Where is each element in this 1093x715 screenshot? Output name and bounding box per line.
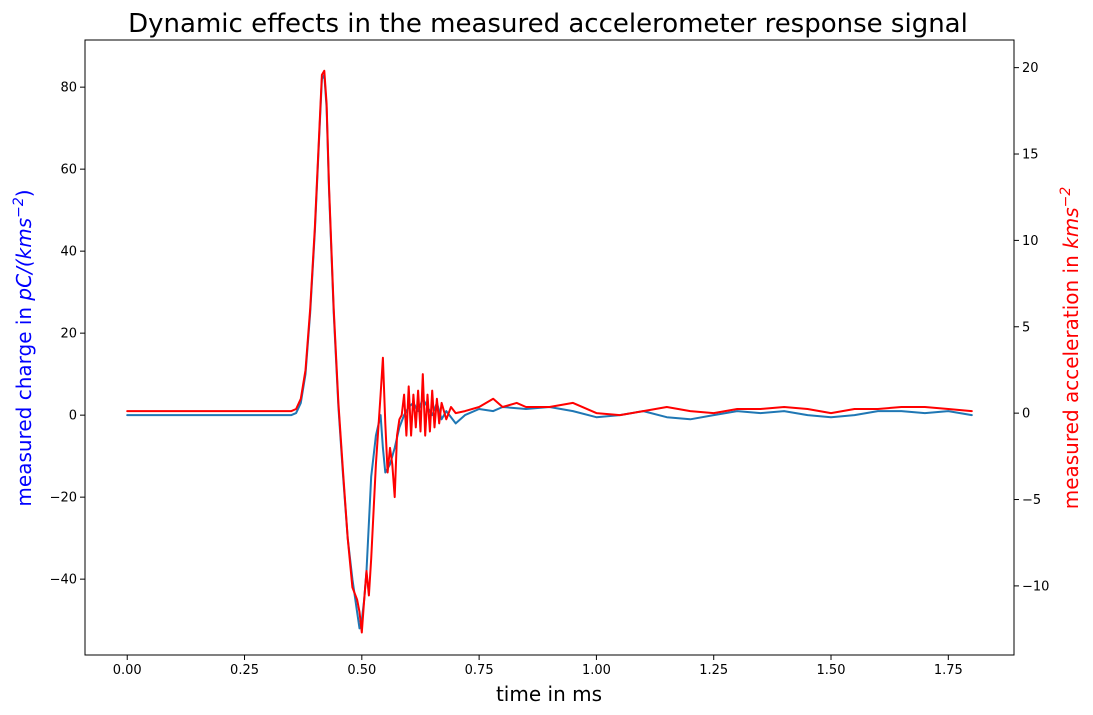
y-axis-left-label: measured charge in pC/(kms−2) [11, 189, 36, 506]
y-right-tick-label: 0 [1022, 407, 1030, 422]
y-left-tick-label: 40 [60, 245, 77, 260]
y-left-tick-label: −20 [50, 491, 77, 506]
y-left-tick-label: 60 [60, 163, 77, 178]
plot-area [84, 39, 1015, 656]
y-right-tick-label: −10 [1022, 579, 1049, 594]
series-line-2 [126, 69, 973, 634]
y-axis-left-label-unit: pC/(kms [12, 218, 36, 302]
y-right-tick-label: 10 [1022, 234, 1039, 249]
y-left-tick-label: 20 [60, 327, 77, 342]
y-left-tick-label: 0 [69, 409, 77, 424]
x-tick-label: 0.50 [347, 663, 376, 678]
y-right-tick-label: 20 [1022, 61, 1039, 76]
x-axis-label: time in ms [496, 682, 602, 706]
y-right-tick-label: −5 [1022, 493, 1041, 508]
series-line-1 [126, 73, 973, 630]
y-axis-right-label-unit: kms [1059, 207, 1083, 248]
y-axis-left: −40 −20 0 20 40 60 80 [50, 81, 85, 588]
x-tick-label: 1.50 [817, 663, 846, 678]
x-tick-label: 0.00 [113, 663, 142, 678]
y-axis-left-label-close: ) [12, 189, 36, 197]
x-axis: 0.00 0.25 0.50 0.75 1.00 1.25 1.50 1.75 [113, 655, 963, 678]
series-layer [126, 69, 973, 634]
x-tick-label: 1.75 [934, 663, 963, 678]
x-tick-label: 0.25 [230, 663, 259, 678]
y-axis-left-label-exp: −2 [11, 197, 27, 218]
x-tick-label: 1.00 [582, 663, 611, 678]
y-right-tick-label: 5 [1022, 320, 1030, 335]
plot-frame [84, 39, 1015, 656]
y-axis-right: −10 −5 0 5 10 15 20 [1014, 61, 1049, 594]
y-left-tick-label: 80 [60, 81, 77, 96]
y-axis-right-label-exp: −2 [1058, 187, 1074, 208]
x-tick-label: 0.75 [465, 663, 494, 678]
y-axis-left-label-text: measured charge in [12, 301, 36, 507]
y-left-tick-label: −40 [50, 573, 77, 588]
y-right-tick-label: 15 [1022, 148, 1039, 163]
y-axis-right-label-text: measured acceleration in [1059, 249, 1083, 509]
x-tick-label: 1.25 [699, 663, 728, 678]
chart-title: Dynamic effects in the measured accelero… [128, 9, 968, 39]
y-axis-right-label: measured acceleration in kms−2 [1058, 187, 1083, 510]
